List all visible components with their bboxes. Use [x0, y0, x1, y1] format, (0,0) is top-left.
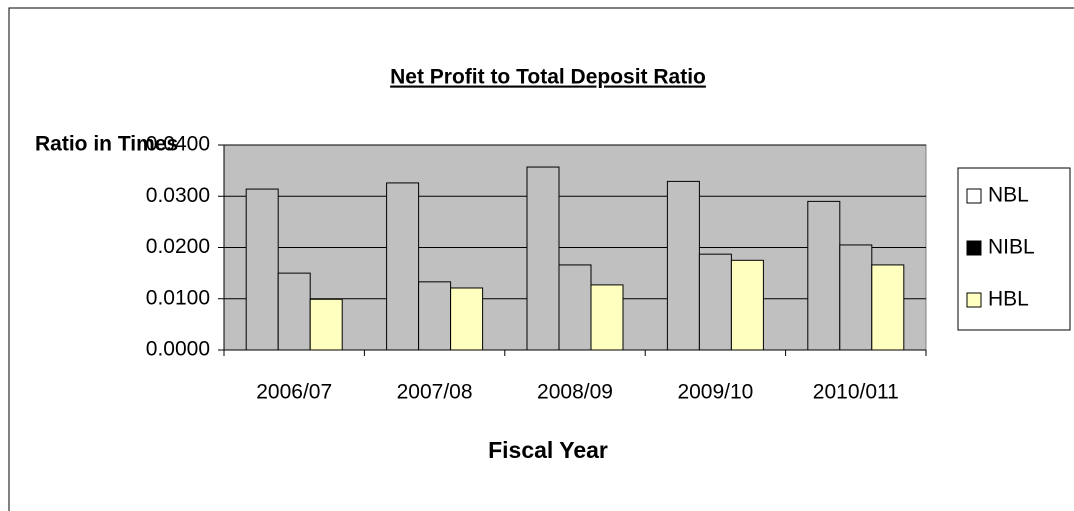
legend-label: NBL [988, 184, 1029, 207]
bar [590, 284, 624, 351]
y-tick-label: 0.0400 [146, 133, 210, 156]
x-tick-label: 2007/08 [397, 381, 473, 404]
bar [839, 244, 873, 351]
bar [666, 180, 700, 351]
x-tick-label: 2009/10 [677, 381, 753, 404]
y-tick-label: 0.0100 [146, 286, 210, 309]
bar [245, 188, 279, 351]
y-tick-label: 0.0200 [146, 235, 210, 258]
bar [386, 182, 420, 351]
legend-label: HBL [988, 288, 1029, 311]
x-tick-label: 2010/011 [813, 381, 899, 404]
bar [807, 200, 841, 351]
legend-swatch [966, 188, 982, 204]
legend-swatch [966, 292, 982, 308]
bar [698, 253, 732, 351]
x-axis-title: Fiscal Year [488, 437, 608, 463]
bar [526, 166, 560, 351]
bar [309, 298, 343, 351]
bar [277, 272, 311, 351]
bar [730, 259, 764, 351]
legend-label: NIBL [988, 236, 1035, 259]
y-tick-label: 0.0300 [146, 184, 210, 207]
bar [871, 264, 905, 351]
chart-border [8, 7, 1074, 511]
bar [450, 287, 484, 351]
bar [418, 281, 452, 351]
legend-swatch [966, 240, 982, 256]
bar [558, 264, 592, 351]
x-tick-label: 2008/09 [537, 381, 613, 404]
y-tick-label: 0.0000 [146, 338, 210, 361]
x-tick-label: 2006/07 [256, 381, 332, 404]
y-axis-title: Ratio in Times [35, 133, 178, 156]
chart-title: Net Profit to Total Deposit Ratio [390, 66, 706, 89]
